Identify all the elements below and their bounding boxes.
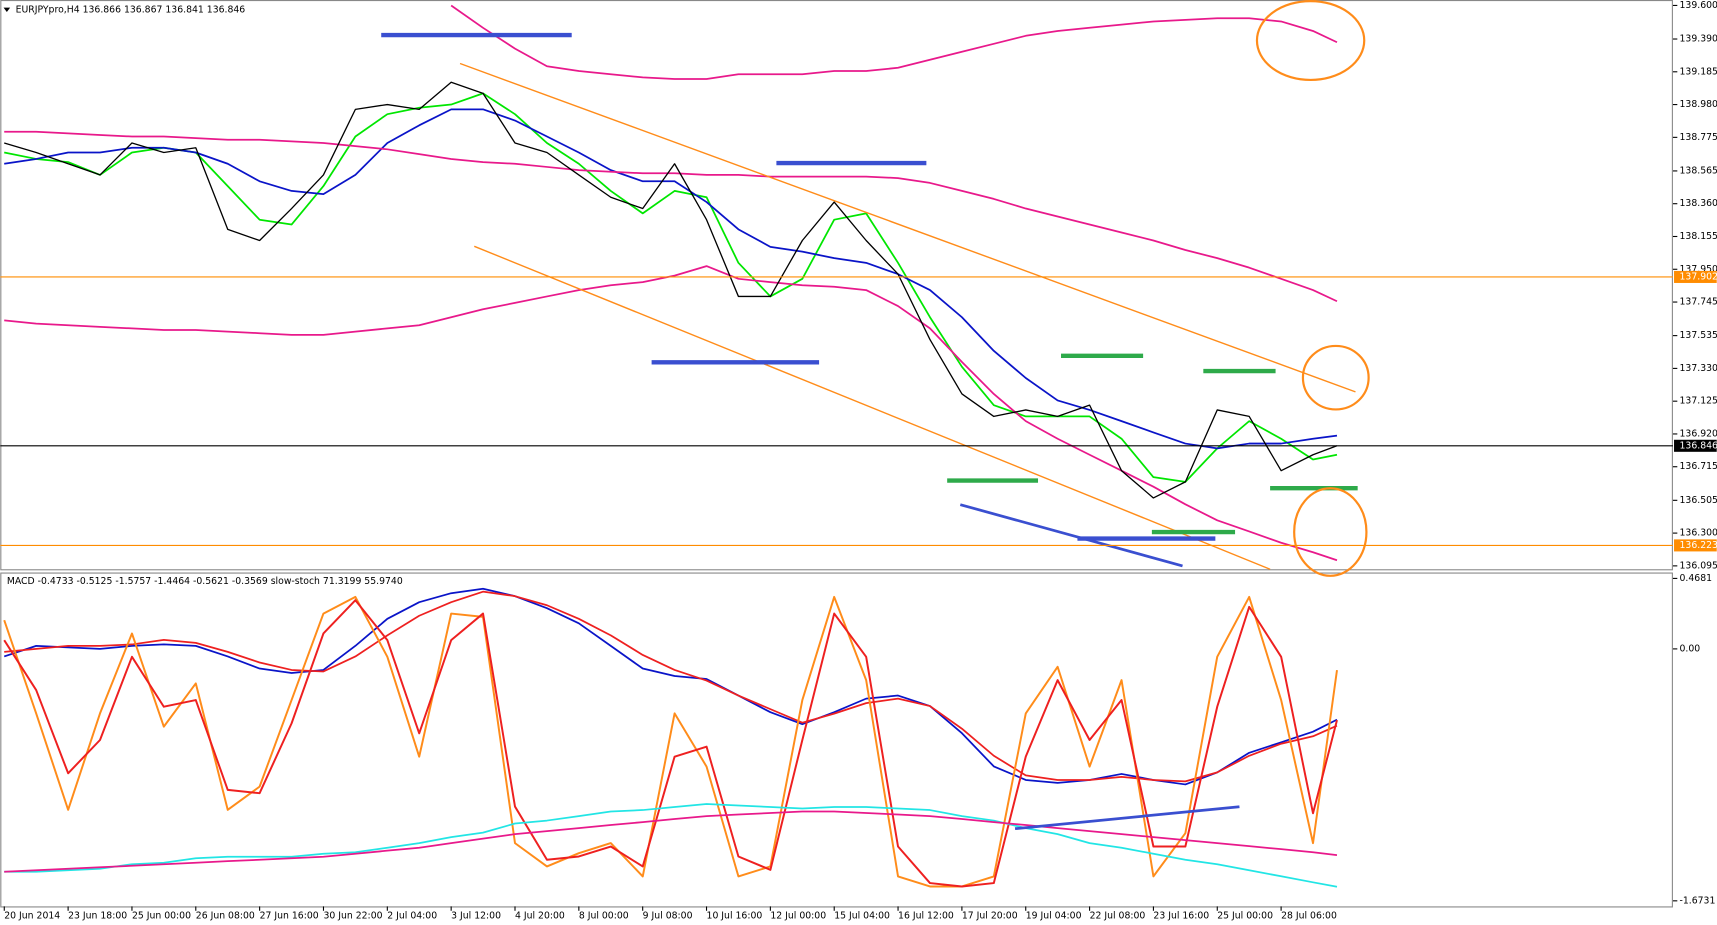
- x-tick-label: 8 Jul 00:00: [579, 911, 629, 922]
- x-tick-label: 23 Jul 16:00: [1153, 911, 1209, 922]
- price-panel: [0, 0, 1673, 571]
- y-tick-label: 136.505: [1680, 495, 1717, 506]
- indicator-panel: [0, 572, 1673, 908]
- series-line: [4, 108, 1338, 450]
- x-tick-label: 16 Jul 12:00: [898, 911, 954, 922]
- x-tick-label: 26 Jun 08:00: [196, 911, 255, 922]
- x-tick-label: 2 Jul 04:00: [387, 911, 437, 922]
- x-tick-label: 10 Jul 16:00: [707, 911, 763, 922]
- x-tick-label: 17 Jul 20:00: [962, 911, 1018, 922]
- price-label-box: [1674, 439, 1717, 452]
- y-tick-label: 138.360: [1680, 198, 1717, 209]
- channel-upper: [459, 62, 1356, 393]
- x-tick-label: 19 Jul 04:00: [1026, 911, 1082, 922]
- x-tick-label: 25 Jul 00:00: [1217, 911, 1273, 922]
- price-header: EURJPYpro,H4 136.866 136.867 136.841 136…: [16, 4, 246, 15]
- series-line: [4, 130, 1338, 303]
- y-tick-label: 136.095: [1680, 560, 1717, 571]
- series-line: [4, 92, 1338, 483]
- y-tick-label: 0.4681: [1680, 573, 1713, 584]
- price-label-box: [1674, 539, 1717, 552]
- y-tick-label: 136.920: [1680, 428, 1717, 439]
- y-tick-label: 138.775: [1680, 132, 1717, 143]
- y-tick-label: -1.6731: [1680, 895, 1716, 906]
- y-tick-label: 137.535: [1680, 330, 1717, 341]
- highlight-circle: [1255, 0, 1366, 82]
- indicator-header: MACD -0.4733 -0.5125 -1.5757 -1.4464 -0.…: [7, 576, 403, 587]
- x-tick-label: 3 Jul 12:00: [451, 911, 501, 922]
- x-tick-label: 23 Jun 18:00: [68, 911, 127, 922]
- y-tick-label: 138.565: [1680, 165, 1717, 176]
- series-line: [4, 590, 1338, 783]
- series-line: [4, 81, 1338, 499]
- y-tick-label: 0.00: [1680, 643, 1701, 654]
- y-tick-label: 136.715: [1680, 461, 1717, 472]
- y-tick-label: 137.330: [1680, 363, 1717, 374]
- trend-line: [959, 503, 1183, 568]
- x-tick-label: 12 Jul 00:00: [770, 911, 826, 922]
- channel-lower: [474, 245, 1271, 570]
- y-tick-label: 137.950: [1680, 264, 1717, 275]
- price-label-box: [1674, 270, 1717, 283]
- series-line: [4, 803, 1338, 888]
- annotations: [381, 0, 1370, 831]
- y-tick-label: 137.125: [1680, 396, 1717, 407]
- series-line: [4, 810, 1338, 873]
- menu-arrow: [3, 7, 11, 13]
- y-tick-label: 139.390: [1680, 34, 1717, 45]
- x-tick-label: 4 Jul 20:00: [515, 911, 565, 922]
- price-label: 137.902: [1680, 271, 1717, 282]
- y-tick-label: 137.745: [1680, 297, 1717, 308]
- series-line: [3, 587, 1338, 786]
- price-label: 136.846: [1680, 440, 1717, 451]
- y-tick-label: 136.300: [1680, 528, 1717, 539]
- y-tick-label: 138.155: [1680, 231, 1717, 242]
- series-line: [3, 599, 1338, 888]
- highlight-circle: [1293, 487, 1368, 577]
- x-tick-label: 30 Jun 22:00: [323, 911, 382, 922]
- series-line: [450, 4, 1338, 80]
- series-line: [3, 595, 1338, 888]
- x-tick-label: 27 Jun 16:00: [260, 911, 319, 922]
- y-tick-label: 139.185: [1680, 66, 1717, 77]
- price-label: 136.223: [1680, 540, 1717, 551]
- x-tick-label: 22 Jul 08:00: [1090, 911, 1146, 922]
- x-tick-label: 9 Jul 08:00: [643, 911, 693, 922]
- y-tick-label: 139.600: [1680, 0, 1717, 11]
- x-tick-label: 25 Jun 00:00: [132, 911, 191, 922]
- highlight-circle: [1301, 344, 1370, 411]
- x-tick-label: 28 Jul 06:00: [1281, 911, 1337, 922]
- divergence-line: [1014, 805, 1240, 831]
- x-tick-label: 20 Jun 2014: [4, 911, 60, 922]
- x-tick-label: 15 Jul 04:00: [834, 911, 890, 922]
- y-tick-label: 138.980: [1680, 99, 1717, 110]
